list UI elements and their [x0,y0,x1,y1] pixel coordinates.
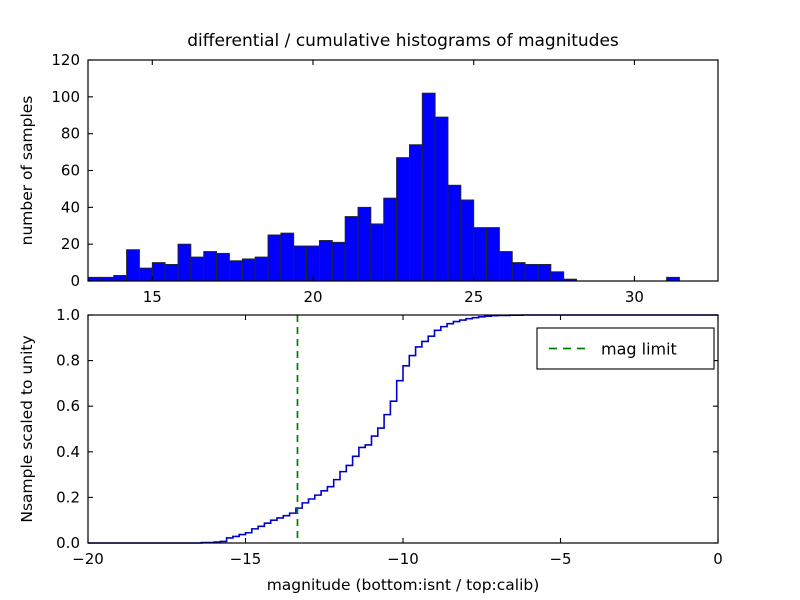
histogram-bar [511,262,526,282]
histogram-bar [203,251,218,282]
top-ylabel: number of samples [18,96,36,246]
histogram-bar [447,184,462,282]
histogram-bar [241,258,256,282]
histogram-bar [486,227,500,282]
histogram-bar [396,157,410,282]
histogram-bar [138,267,153,282]
legend-mag-limit-label: mag limit [601,340,677,359]
histogram-bar [151,262,166,282]
top-ytick-label: 40 [61,198,80,216]
histogram-bar [460,199,475,282]
top-ytick-label: 120 [51,51,80,69]
chart-title: differential / cumulative histograms of … [187,31,619,51]
histogram-bar [293,245,308,282]
histogram-bar [537,263,552,282]
top-xtick-label: 15 [143,288,162,306]
top-ytick-label: 80 [61,125,80,143]
bottom-xtick-label: −10 [387,550,419,568]
legend[interactable]: mag limit [536,327,715,370]
histogram-bar [267,234,282,282]
top-ytick-label: 20 [61,235,80,253]
top-ytick-label: 0 [70,272,80,290]
bottom-ytick-label: 0.8 [56,352,80,370]
histogram-bar [318,240,333,282]
histogram-bar [177,243,192,282]
histogram-bar [434,116,449,282]
bottom-ytick-label: 1.0 [56,306,80,324]
histogram-bar [357,206,372,282]
histogram-bar [216,252,230,282]
histogram-bar [280,232,295,282]
histogram-bar [344,216,359,282]
histogram-bar [550,271,565,282]
histogram-bar [408,144,423,282]
histogram-bar [306,245,320,282]
histogram-bar [331,241,346,282]
bottom-ytick-label: 0.6 [56,397,80,415]
top-xtick-label: 30 [625,288,644,306]
bottom-xtick-label: −5 [549,550,571,568]
top-ytick-label: 100 [51,88,80,106]
histogram-bar [228,260,243,282]
bottom-xtick-label: 0 [713,550,723,568]
histogram-bar [383,197,398,282]
top-xtick-label: 25 [464,288,483,306]
histogram-bar [370,223,385,282]
histogram-bar [421,92,436,282]
bottom-xlabel: magnitude (bottom:isnt / top:calib) [267,576,540,594]
bottom-xtick-label: −20 [72,550,104,568]
top-ytick-label: 60 [61,162,80,180]
histogram-bar [164,263,179,282]
bottom-ylabel: Nsample scaled to unity [18,335,36,522]
histogram-bar [254,256,269,282]
bottom-xtick-label: −15 [230,550,262,568]
histogram-bar [473,227,488,282]
histogram-bar [524,263,539,282]
bottom-ytick-label: 0.2 [56,488,80,506]
bottom-ytick-label: 0.0 [56,534,80,552]
histogram-bar [190,256,205,282]
histogram-bar [498,251,513,282]
cumulative-curve [88,314,718,544]
histogram-bars [87,92,680,282]
histogram-bar [113,275,128,282]
bottom-ytick-label: 0.4 [56,443,80,461]
histogram-bar [126,249,140,282]
top-xtick-label: 20 [303,288,322,306]
